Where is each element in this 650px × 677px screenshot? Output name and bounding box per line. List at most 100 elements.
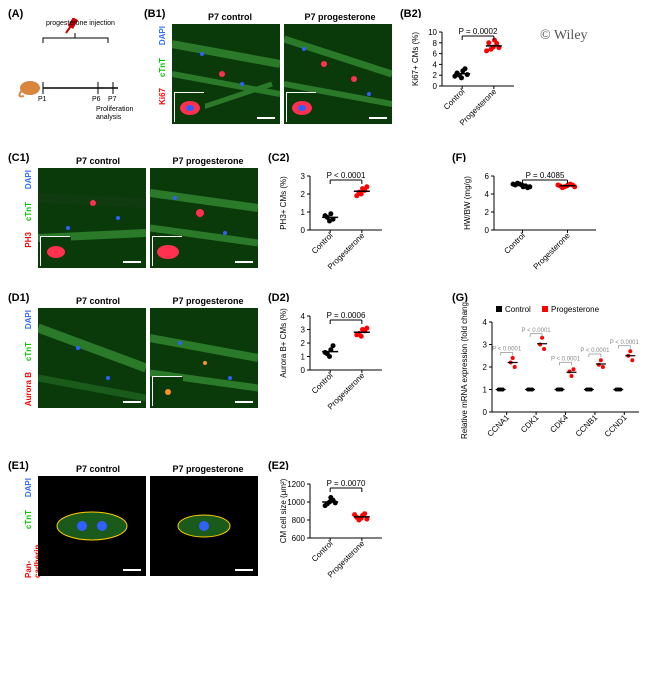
- b1-ki67: Ki67: [158, 88, 167, 105]
- svg-text:P = 0.4085: P = 0.4085: [526, 171, 565, 180]
- svg-text:1: 1: [483, 386, 488, 395]
- svg-text:0: 0: [301, 226, 306, 235]
- panel-d1-label: (D1): [8, 292, 29, 304]
- b1-dapi: DAPI: [158, 26, 167, 45]
- c1-trt-title: P7 progesterone: [158, 156, 258, 166]
- svg-text:8: 8: [433, 39, 438, 48]
- svg-text:CM cell size (μm²): CM cell size (μm²): [279, 478, 288, 543]
- svg-text:PH3+ CMs (%): PH3+ CMs (%): [279, 176, 288, 230]
- c1-ctnt: cTnT: [24, 202, 33, 221]
- e1-dapi: DAPI: [24, 478, 33, 497]
- svg-text:1: 1: [301, 208, 306, 217]
- c1-ctrl-img: [38, 168, 146, 268]
- svg-text:Relative mRNA expression (fold: Relative mRNA expression (fold change): [460, 302, 469, 439]
- d1-aurorab: Aurora B: [24, 372, 33, 406]
- svg-text:4: 4: [483, 318, 488, 327]
- svg-text:6: 6: [433, 50, 438, 59]
- analysis-label: Proliferation analysis: [96, 106, 133, 121]
- svg-text:P < 0.0001: P < 0.0001: [327, 171, 366, 180]
- svg-text:Ki67+ CMs (%): Ki67+ CMs (%): [411, 32, 420, 86]
- injection-label: progesterone injection: [46, 20, 115, 27]
- b2-plot: 0246810ControlProgesteroneKi67+ CMs (%)P…: [408, 18, 518, 128]
- g-plot: 0 1 2 3 4 Relative mRNA expression (fold chan…: [458, 302, 643, 452]
- b1-ctrl-img: [172, 24, 280, 124]
- svg-text:4: 4: [485, 190, 490, 199]
- svg-text:0: 0: [301, 366, 306, 375]
- e1-ctrl-img: [38, 476, 146, 576]
- p7-label: P7: [108, 96, 117, 103]
- svg-text:P = 0.0070: P = 0.0070: [327, 479, 366, 488]
- svg-text:3: 3: [301, 326, 306, 335]
- d1-ctnt: cTnT: [24, 342, 33, 361]
- panel-a-diagram: progesterone injection P1 P6 P7 Prolifer…: [18, 18, 128, 118]
- svg-text:CCNA1: CCNA1: [486, 413, 512, 439]
- svg-text:Control: Control: [502, 231, 527, 256]
- svg-text:1: 1: [301, 353, 306, 362]
- svg-text:CCNB1: CCNB1: [574, 413, 600, 439]
- svg-text:1000: 1000: [287, 498, 305, 507]
- d2-plot: 01234ControlProgesteroneAurora B+ CMs (%…: [276, 302, 386, 412]
- svg-text:Progesterone: Progesterone: [551, 305, 600, 314]
- svg-text:HW/BW (mg/g): HW/BW (mg/g): [463, 176, 472, 230]
- svg-text:4: 4: [433, 60, 438, 69]
- svg-text:1200: 1200: [287, 480, 305, 489]
- c1-ctrl-title: P7 control: [48, 156, 148, 166]
- svg-text:P = 0.0002: P = 0.0002: [459, 27, 498, 36]
- b1-ctnt: cTnT: [158, 58, 167, 77]
- svg-text:3: 3: [301, 172, 306, 181]
- svg-text:CDK4: CDK4: [548, 413, 570, 435]
- svg-text:P < 0.0001: P < 0.0001: [551, 356, 581, 362]
- svg-text:3: 3: [483, 341, 488, 350]
- svg-text:4: 4: [301, 312, 306, 321]
- svg-text:Control: Control: [442, 87, 467, 112]
- svg-text:800: 800: [292, 516, 306, 525]
- svg-text:P = 0.0006: P = 0.0006: [327, 311, 366, 320]
- d1-trt-img: [150, 308, 258, 408]
- svg-text:Progesterone: Progesterone: [532, 231, 573, 272]
- svg-text:0: 0: [483, 408, 488, 417]
- svg-text:Control: Control: [505, 305, 531, 314]
- b1-ctrl-title: P7 control: [180, 12, 280, 22]
- svg-text:2: 2: [483, 363, 488, 372]
- svg-text:2: 2: [301, 339, 306, 348]
- p6-label: P6: [92, 96, 101, 103]
- svg-text:P < 0.0001: P < 0.0001: [522, 328, 552, 334]
- c1-trt-img: [150, 168, 258, 268]
- svg-text:P < 0.0001: P < 0.0001: [580, 348, 610, 354]
- svg-text:10: 10: [428, 28, 437, 37]
- d1-ctrl-img: [38, 308, 146, 408]
- svg-text:0: 0: [485, 226, 490, 235]
- svg-text:P < 0.0001: P < 0.0001: [610, 340, 640, 346]
- e1-trt-title: P7 progesterone: [158, 464, 258, 474]
- svg-text:2: 2: [485, 208, 490, 217]
- c2-plot: 0123ControlProgesteronePH3+ CMs (%)P < 0…: [276, 162, 386, 272]
- panel-e1-label: (E1): [8, 460, 29, 472]
- svg-text:CCND1: CCND1: [603, 413, 629, 439]
- svg-text:Control: Control: [310, 371, 335, 396]
- svg-text:600: 600: [292, 534, 306, 543]
- f-plot: 0 2 4 6 ControlProgesterone HW/BW (mg/g) P = 0…: [460, 162, 600, 272]
- e1-trt-img: [150, 476, 258, 576]
- svg-text:0: 0: [433, 82, 438, 91]
- e2-plot: 60080010001200ControlProgesteroneCM cell…: [276, 470, 386, 580]
- c1-dapi: DAPI: [24, 170, 33, 189]
- svg-text:Control: Control: [310, 539, 335, 564]
- d1-dapi: DAPI: [24, 310, 33, 329]
- svg-text:CDK1: CDK1: [519, 413, 541, 435]
- panel-b1-label: (B1): [144, 8, 165, 20]
- svg-text:Aurora B+ CMs (%): Aurora B+ CMs (%): [279, 308, 288, 378]
- b1-trt-img: [284, 24, 392, 124]
- d1-ctrl-title: P7 control: [48, 296, 148, 306]
- svg-text:6: 6: [485, 172, 490, 181]
- svg-text:2: 2: [301, 190, 306, 199]
- p1-label: P1: [38, 96, 47, 103]
- panel-c1-label: (C1): [8, 152, 29, 164]
- svg-text:P < 0.0001: P < 0.0001: [492, 347, 522, 353]
- svg-text:Control: Control: [310, 231, 335, 256]
- svg-text:2: 2: [433, 71, 438, 80]
- c1-ph3: PH3: [24, 232, 33, 248]
- d1-trt-title: P7 progesterone: [158, 296, 258, 306]
- e1-ctnt: cTnT: [24, 510, 33, 529]
- e1-ctrl-title: P7 control: [48, 464, 148, 474]
- watermark: © Wiley: [540, 28, 588, 44]
